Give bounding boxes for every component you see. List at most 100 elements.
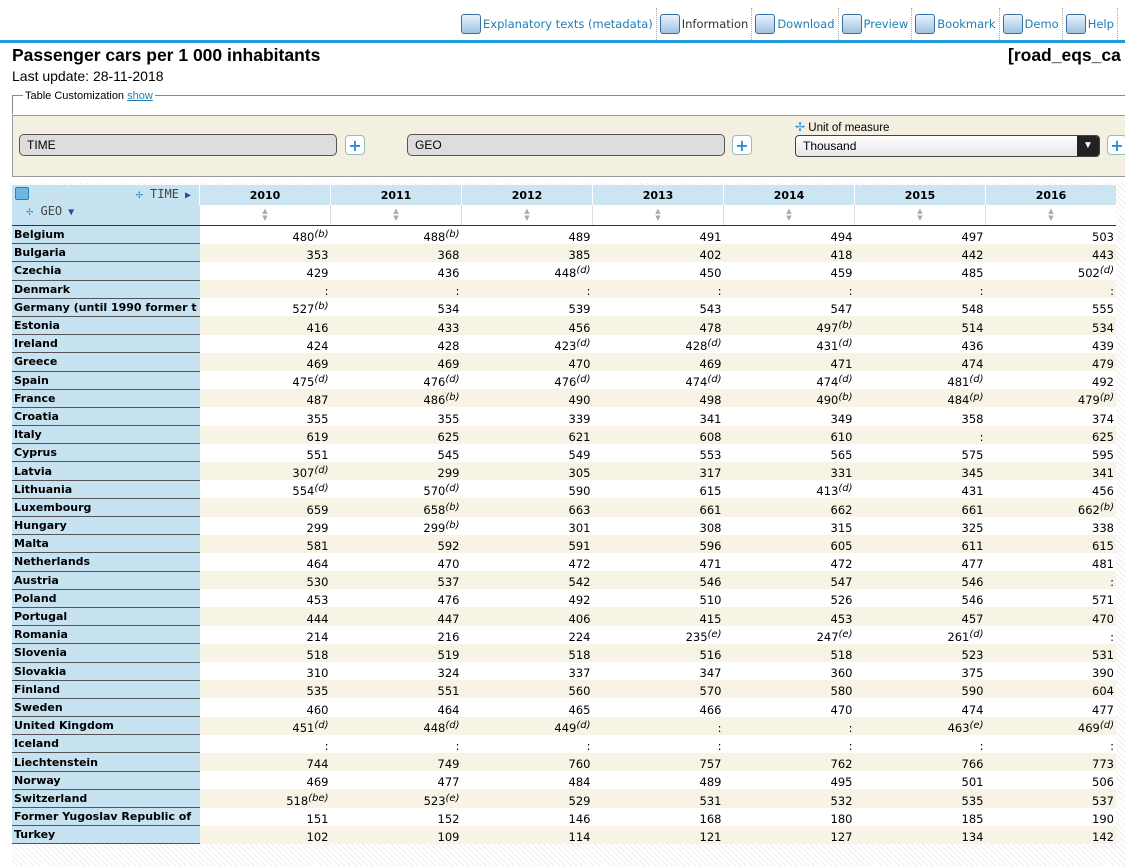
dropdown-arrow[interactable]: ▼ [1077,136,1099,156]
data-cell: : [854,280,986,299]
cell-value: 402 [699,247,722,262]
cell-value: 423 [554,338,577,353]
data-cell: 527(b) [199,298,331,317]
row-label: Czechia [12,261,200,281]
data-row: Malta 581 592 591 596 605 611 615 [12,534,1116,554]
add-button[interactable]: + [732,135,752,155]
year-header: 2014 [723,185,855,205]
data-cell: 611 [854,534,986,553]
cell-value: 385 [568,247,591,262]
sort-button[interactable]: ▲ ▼ [592,205,724,226]
cell-value: 474 [961,357,984,371]
move-icon[interactable]: ✢ [26,204,34,218]
table-icon[interactable] [15,187,29,200]
cell-value: 299 [306,520,329,535]
cell-value: 615 [1092,538,1114,553]
data-cell: 406 [461,607,593,626]
divider [0,40,1125,43]
data-cell: 180 [723,807,855,826]
sort-button[interactable]: ▲ ▼ [461,205,593,226]
data-cell: 663 [461,498,593,517]
cell-value: 608 [699,429,722,444]
data-cell: 485 [854,261,986,281]
data-cell: 531 [592,789,724,808]
page-title: Passenger cars per 1 000 inhabitants [12,45,321,65]
cell-value: 516 [699,648,722,662]
cell-value: 415 [699,611,722,626]
cell-value: 479 [1077,393,1100,408]
cell-value: 518 [286,793,309,808]
cell-value: : [1110,575,1114,590]
data-cell: : [854,734,986,753]
data-cell: : [461,280,593,299]
data-cell: 338 [985,516,1116,535]
cell-value: 453 [306,593,329,608]
row-label: Former Yugoslav Republic of [12,807,200,827]
cell-value: 307 [292,466,315,481]
cell-value: 619 [306,429,329,444]
show-link[interactable]: show [127,90,153,102]
geo-dimension[interactable]: GEO [407,134,725,156]
sort-button[interactable]: ▲ ▼ [199,205,331,226]
data-cell: 659 [199,498,331,517]
cell-value: 470 [830,702,853,717]
toolbar-item[interactable]: Bookmark [912,8,1000,40]
cell-value: 487 [306,393,329,408]
data-cell: 308 [592,516,724,535]
cell-value: : [586,284,591,299]
toolbar-item[interactable]: Help [1063,8,1118,40]
data-cell: 539 [461,298,593,317]
cell-value: 590 [961,684,984,699]
cell-value: 592 [437,538,460,553]
sort-button[interactable]: ▲ ▼ [723,205,855,226]
move-icon[interactable]: ✢ [795,120,806,134]
toolbar-item[interactable]: Preview [839,8,913,40]
data-cell: 757 [592,752,724,772]
data-cell: 481 [985,552,1116,572]
toolbar-item[interactable]: Download [752,8,839,40]
add-button[interactable]: + [1107,135,1125,155]
data-cell: 428(d) [592,334,724,353]
cell-value: 760 [568,757,591,772]
row-label: United Kingdom [12,716,200,736]
data-cell: 596 [592,534,724,553]
time-dimension[interactable]: TIME [19,134,337,156]
toolbar-item[interactable]: Explanatory texts (metadata) [458,8,657,40]
data-cell: 433 [330,316,462,335]
toolbar-label: Demo [1024,17,1059,31]
data-row: Czechia 429 436 448(d) 450 459 485 502(d) [12,261,1116,281]
cell-value: 190 [1092,811,1114,826]
expand-arrow[interactable]: ▶ [178,190,191,201]
cell-value: : [848,738,853,753]
cell-value: 341 [699,411,722,426]
sort-button[interactable]: ▲ ▼ [330,205,462,226]
cell-value: 317 [699,466,722,481]
data-cell: 469 [330,352,462,371]
cell-value: 433 [437,320,460,335]
data-cell: 185 [854,807,986,826]
row-label: Greece [12,352,200,372]
sort-row: ▲ ▼ ▲ ▼ ▲ ▼ ▲ ▼ ▲ ▼ ▲ ▼ ▲ ▼ [12,205,1116,226]
customization-legend: Table Customization show [23,90,155,102]
time-header: ✢ TIME ▶ [136,187,191,201]
move-icon[interactable]: ✢ [135,187,143,201]
data-cell: 299 [199,516,331,535]
toolbar-item[interactable]: Information [657,8,753,40]
add-button[interactable]: + [345,135,365,155]
unit-select[interactable]: Thousand ▼ [795,135,1100,157]
data-cell: 497 [854,225,986,244]
cell-flag: (d) [707,337,722,349]
cell-flag: (d) [314,483,329,495]
cell-value: 514 [961,320,984,335]
cell-value: 308 [699,520,722,535]
cell-value: 428 [685,338,708,353]
sort-button[interactable]: ▲ ▼ [854,205,986,226]
cell-value: 447 [437,611,460,626]
toolbar-item[interactable]: Demo [1000,8,1063,40]
cell-value: 315 [830,520,853,535]
geo-header: ✢ GEO ▼ [26,204,74,218]
data-row: Portugal 444 447 406 415 453 457 470 [12,607,1116,627]
cell-value: 464 [437,702,460,717]
sort-arrow[interactable]: ▼ [62,207,75,218]
sort-button[interactable]: ▲ ▼ [985,205,1116,226]
